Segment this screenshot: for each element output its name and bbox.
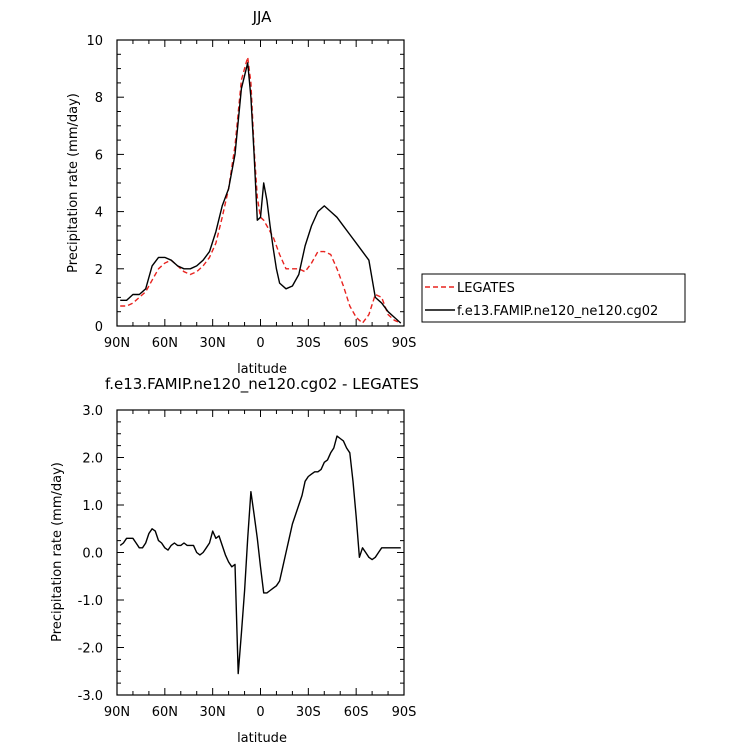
bottom-chart-series (119, 435, 401, 675)
top-chart-y-tick-labels: 0 2 4 6 8 10 (86, 34, 103, 335)
bottom-chart-x-tick-label: 60N (152, 705, 178, 720)
top-chart-y-tick-label: 0 (95, 320, 103, 335)
bottom-chart-y-tick-label: 1.0 (82, 499, 103, 514)
legend-label-model: f.e13.FAMIP.ne120_ne120.cg02 (457, 304, 658, 319)
top-chart-x-tick-label: 60S (344, 336, 369, 351)
bottom-chart-y-tick-label: -3.0 (78, 689, 103, 704)
top-chart-x-tick-label: 0 (256, 336, 264, 351)
legend-box (421, 273, 686, 323)
bottom-chart-y-tick-label: 2.0 (82, 452, 103, 467)
top-chart-x-tick-label: 30S (296, 336, 321, 351)
top-chart-plot-frame (116, 39, 405, 327)
top-chart-y-tick-label: 2 (95, 263, 103, 278)
top-chart-ticks (116, 39, 405, 327)
bottom-chart-x-tick-labels: 90N 60N 30N 0 30S 60S 90S (104, 705, 417, 720)
top-chart-y-tick-label: 4 (95, 206, 103, 221)
top-chart-y-tick-label: 6 (95, 148, 103, 163)
top-chart-x-tick-label: 90S (392, 336, 417, 351)
legend-label-legates: LEGATES (457, 281, 515, 296)
top-chart-x-tick-label: 60N (152, 336, 178, 351)
bottom-chart-title: f.e13.FAMIP.ne120_ne120.cg02 - LEGATES (105, 375, 419, 394)
bottom-chart-series-line-0 (119, 435, 401, 675)
top-chart-series-line-0 (120, 56, 402, 324)
top-chart-x-tick-label: 30N (200, 336, 226, 351)
bottom-chart-ticks (116, 409, 405, 696)
bottom-chart-x-tick-label: 0 (256, 705, 264, 720)
top-chart-series-line-1 (120, 62, 402, 324)
top-chart-y-tick-label: 8 (95, 91, 103, 106)
top-chart-x-axis-label: latitude (237, 362, 287, 377)
bottom-chart-y-tick-labels: -3.0 -2.0 -1.0 0.0 1.0 2.0 3.0 (78, 404, 103, 704)
top-chart-title: JJA (252, 8, 273, 26)
bottom-chart-y-tick-label: 0.0 (82, 547, 103, 562)
bottom-chart-y-tick-label: 3.0 (82, 404, 103, 419)
top-chart-x-tick-labels: 90N 60N 30N 0 30S 60S 90S (104, 336, 417, 351)
top-chart-series (120, 56, 402, 324)
top-chart-y-axis-label: Precipitation rate (mm/day) (66, 93, 81, 273)
bottom-chart-x-tick-label: 90S (392, 705, 417, 720)
top-chart: JJA 90N 60N 30N 0 30S 60S 90S 0 2 4 6 8 10 latitude… (66, 8, 686, 377)
top-chart-y-tick-label: 10 (86, 34, 103, 49)
bottom-chart-y-tick-label: -1.0 (78, 594, 103, 609)
bottom-chart-x-tick-label: 90N (104, 705, 130, 720)
bottom-chart-y-tick-label: -2.0 (78, 642, 103, 657)
top-chart-x-tick-label: 90N (104, 336, 130, 351)
bottom-chart-x-tick-label: 30N (200, 705, 226, 720)
bottom-chart-y-axis-label: Precipitation rate (mm/day) (50, 462, 65, 642)
bottom-chart-x-axis-label: latitude (237, 731, 287, 746)
bottom-chart-x-tick-label: 60S (344, 705, 369, 720)
legend: LEGATES f.e13.FAMIP.ne120_ne120.cg02 (421, 273, 686, 323)
bottom-chart: f.e13.FAMIP.ne120_ne120.cg02 - LEGATES 9… (50, 375, 419, 746)
bottom-chart-x-tick-label: 30S (296, 705, 321, 720)
